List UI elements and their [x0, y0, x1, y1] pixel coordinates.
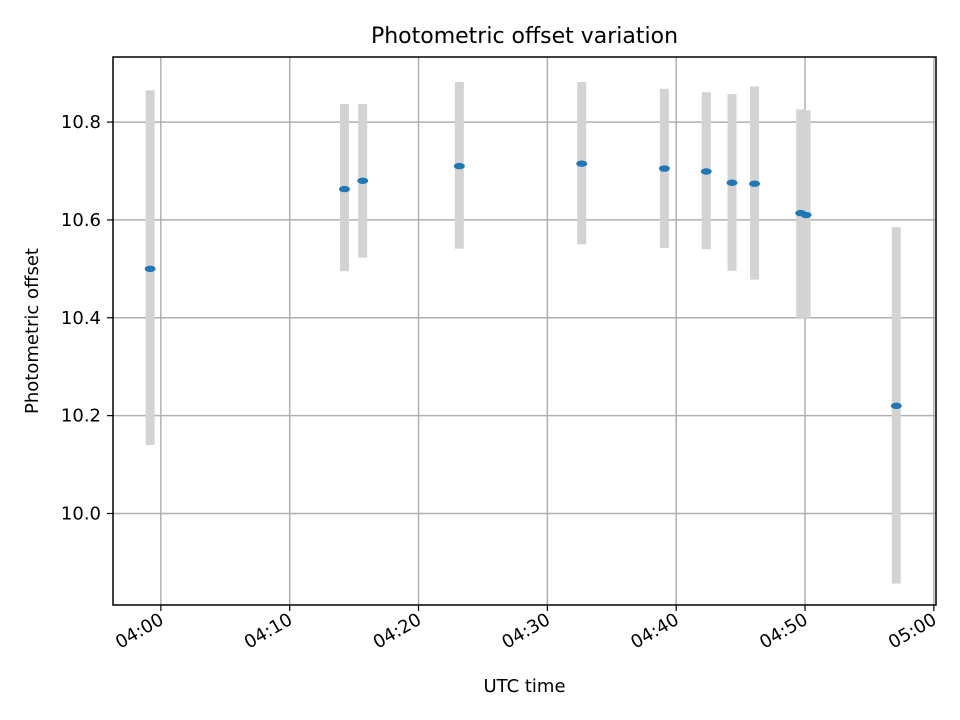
data-point	[144, 265, 156, 273]
data-point	[658, 165, 670, 172]
data-point	[890, 402, 902, 410]
plot-frame	[112, 56, 937, 606]
y-tick-label: 10.4	[61, 308, 101, 329]
data-point	[749, 180, 761, 187]
data-point	[726, 179, 738, 186]
y-tick-label: 10.6	[61, 210, 101, 231]
data-point	[357, 177, 369, 184]
x-axis-title: UTC time	[483, 676, 565, 697]
data-point	[453, 162, 465, 170]
data-point	[338, 185, 350, 193]
y-axis-title: Photometric offset	[22, 248, 43, 414]
data-point	[700, 168, 712, 175]
data-point	[800, 211, 812, 219]
y-tick-label: 10.0	[61, 504, 101, 525]
y-tick-label: 10.8	[61, 112, 101, 133]
data-points	[144, 160, 902, 410]
data-point	[576, 160, 588, 167]
chart-title: Photometric offset variation	[371, 24, 678, 49]
y-tick-label: 10.2	[61, 406, 101, 427]
